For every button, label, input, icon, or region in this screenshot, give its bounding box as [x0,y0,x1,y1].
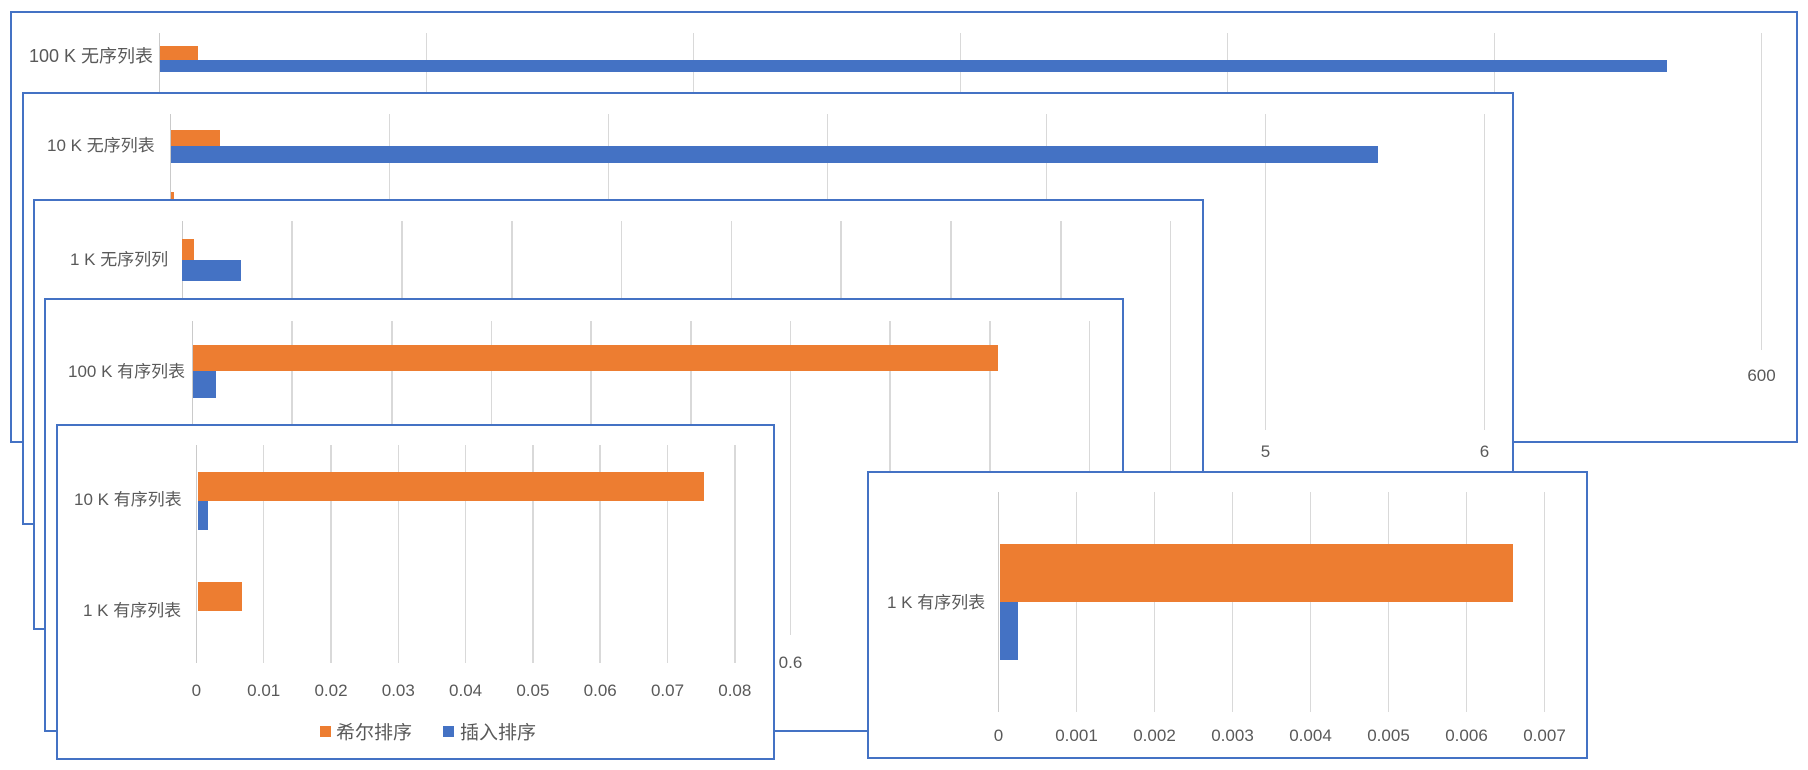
svg-text:1 K: 1 K [70,250,96,269]
svg-text:1 K: 1 K [887,593,913,612]
svg-text:100 K: 100 K [68,362,113,381]
svg-text:10 K: 10 K [74,490,110,509]
svg-text:1 K: 1 K [83,601,109,620]
svg-text:10 K: 10 K [47,136,83,155]
svg-text:100 K: 100 K [29,46,76,66]
